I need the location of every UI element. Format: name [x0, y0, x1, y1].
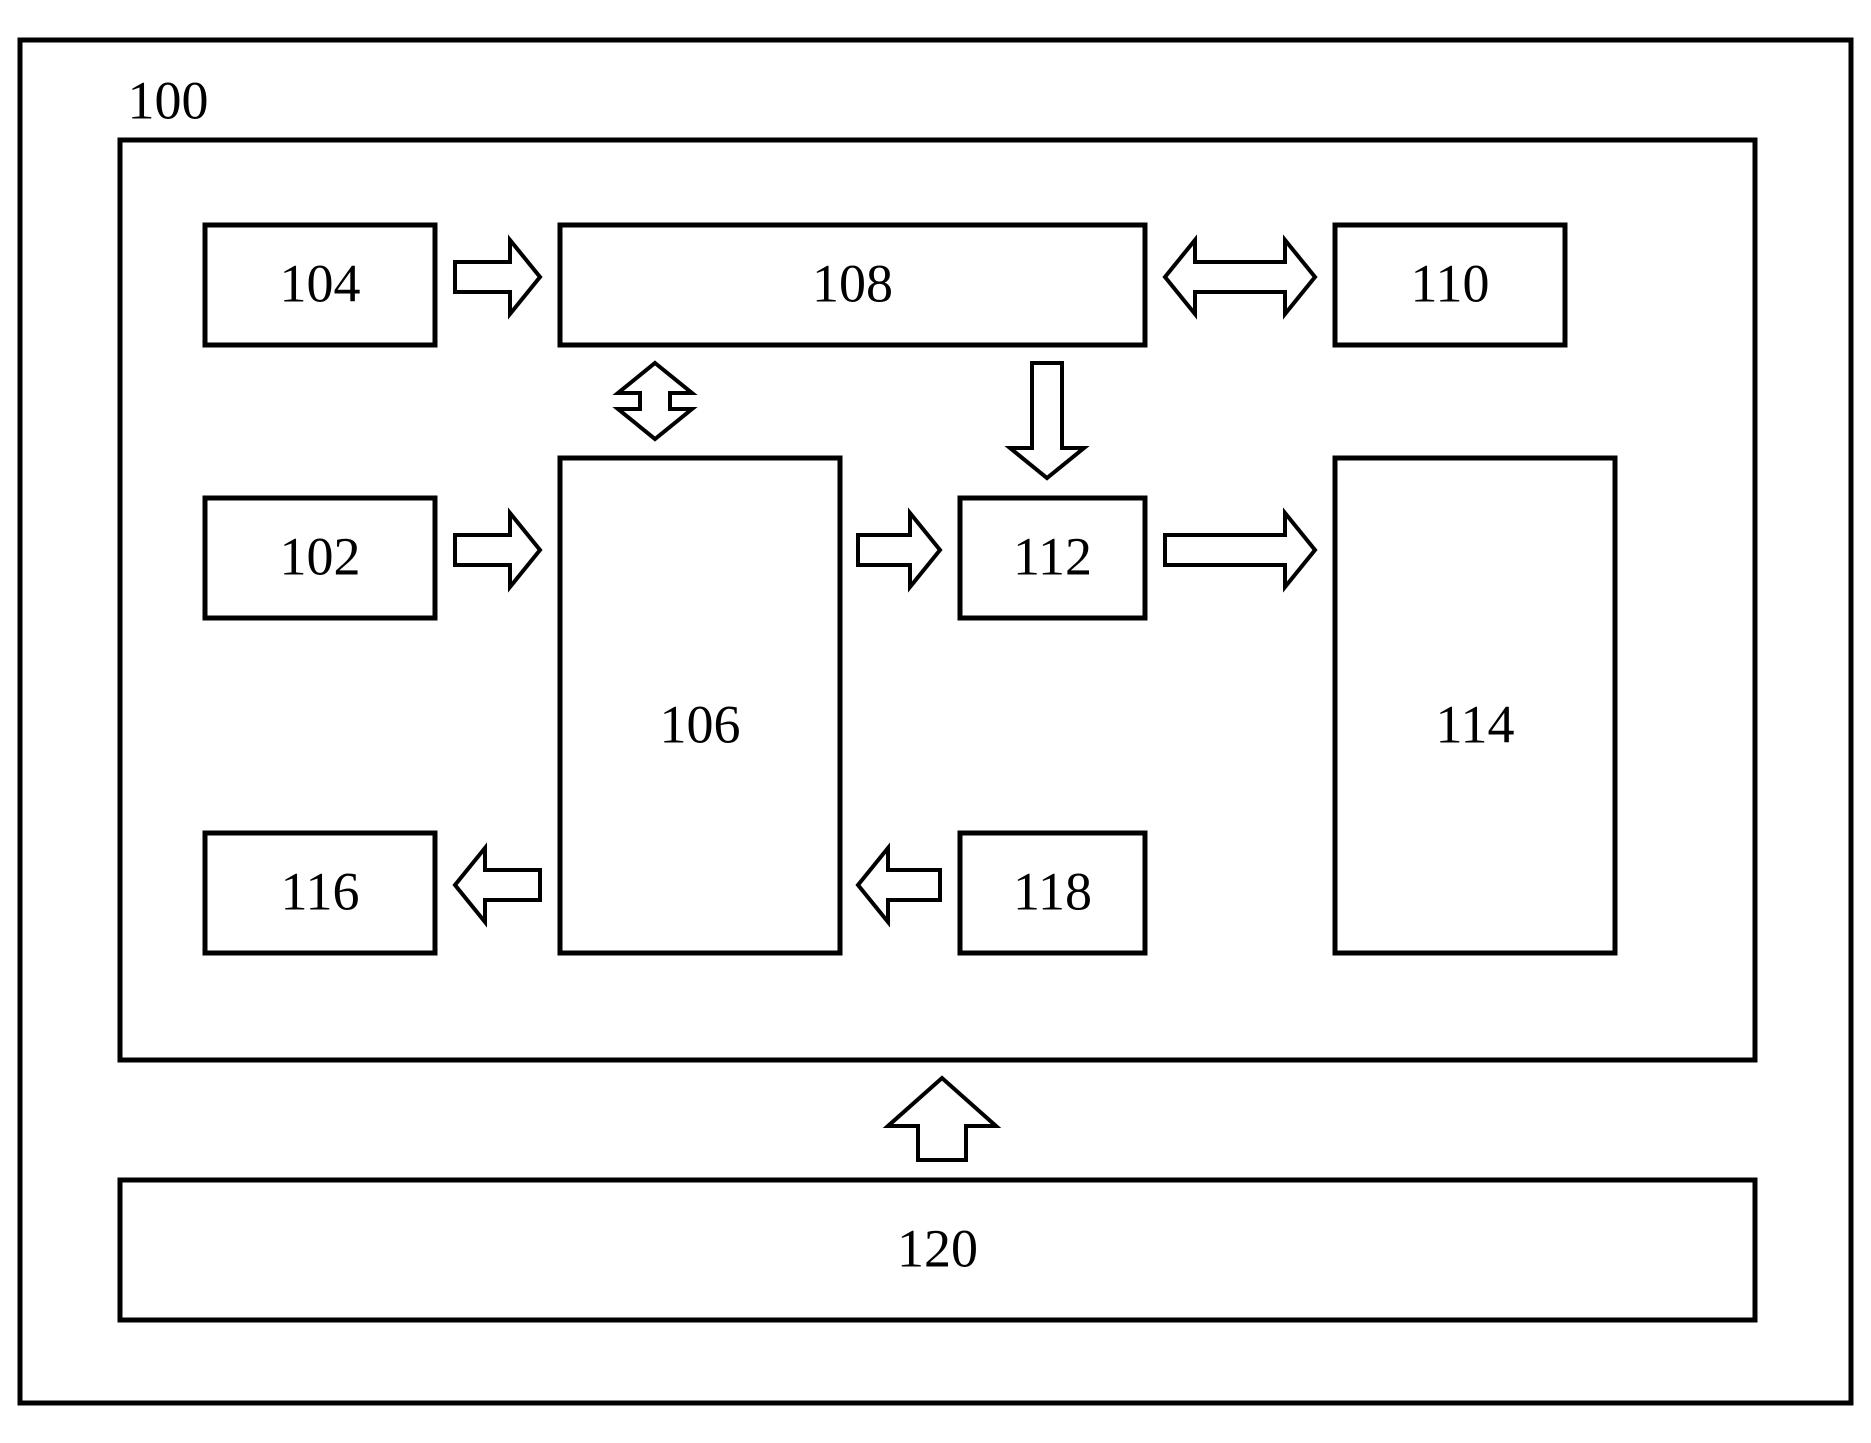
diagram-svg: 100 104 108 110 102 106 112 114 116 118 120 — [0, 20, 1871, 1423]
label-104: 104 — [280, 253, 361, 313]
label-120: 120 — [897, 1218, 978, 1278]
label-106: 106 — [660, 695, 741, 755]
label-102: 102 — [280, 526, 361, 586]
label-114: 114 — [1436, 695, 1515, 755]
label-112: 112 — [1013, 526, 1092, 586]
label-116: 116 — [281, 861, 360, 921]
label-118: 118 — [1013, 861, 1092, 921]
label-108: 108 — [812, 253, 893, 313]
block-diagram: 100 104 108 110 102 106 112 114 116 118 120 — [0, 20, 1871, 1423]
system-label: 100 — [128, 70, 209, 130]
label-110: 110 — [1411, 253, 1490, 313]
